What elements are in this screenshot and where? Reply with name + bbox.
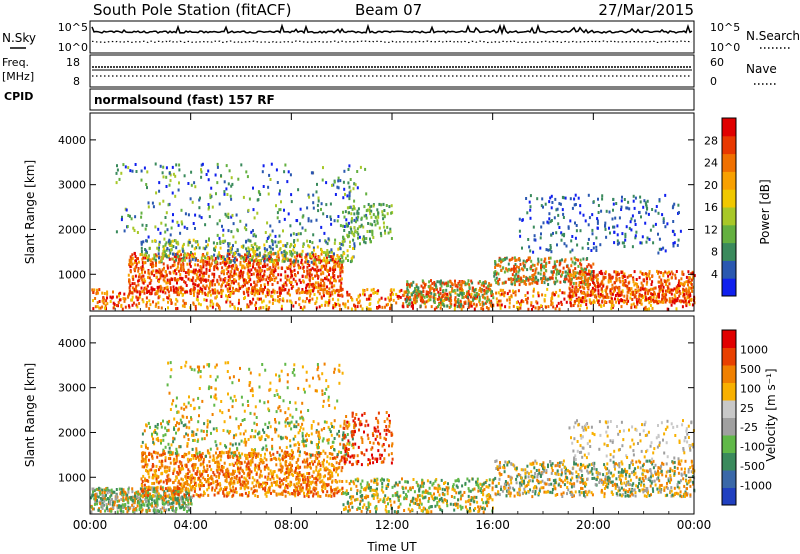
colorbar-swatch <box>722 189 736 208</box>
power-colorbar-tick: 16 <box>704 201 718 214</box>
power-ylabel: Slant Range [km] <box>23 160 37 264</box>
nsky-tick-top: 10^5 <box>58 21 88 34</box>
velocity-colorbar-tick: -1000 <box>740 480 772 493</box>
y-tick-label: 3000 <box>58 382 86 395</box>
colorbar-swatch <box>722 435 736 453</box>
velocity-colorbar-tick: 25 <box>740 402 754 415</box>
colorbar-swatch <box>722 207 736 226</box>
nsky-series <box>91 23 693 36</box>
velocity-y-axis: 1000 2000 3000 4000 <box>58 337 694 484</box>
time-axis-label: Time UT <box>366 540 417 554</box>
date-label: 27/Mar/2015 <box>598 1 694 19</box>
colorbar-swatch <box>722 242 736 261</box>
velocity-colorbar-tick: -500 <box>740 460 765 473</box>
colorbar-swatch <box>722 382 736 401</box>
x-tick-label: 08:00 <box>274 518 309 532</box>
nave-tick-bottom: 0 <box>710 75 717 88</box>
colorbar-swatch <box>722 365 736 383</box>
nsky-label: N.Sky <box>2 31 36 45</box>
y-tick-label: 4000 <box>58 337 86 350</box>
colorbar-swatch <box>722 487 736 506</box>
x-tick-label: 00:00 <box>73 518 108 532</box>
y-tick-label: 2000 <box>58 223 86 236</box>
power-colorbar-label: Power [dB] <box>758 179 772 244</box>
x-tick-label: 12:00 <box>375 518 410 532</box>
colorbar-swatch <box>722 153 736 172</box>
colorbar-swatch <box>722 400 736 418</box>
x-tick-label: 16:00 <box>475 518 510 532</box>
power-data-layer <box>91 162 696 311</box>
beam-label: Beam 07 <box>355 1 422 19</box>
nave-label: Nave <box>746 62 777 76</box>
freq-panel: Freq. [MHz] 18 8 60 0 Nave <box>2 54 777 88</box>
velocity-colorbar-label: Velocity [m s⁻¹] <box>764 368 778 461</box>
colorbar-swatch <box>722 347 736 366</box>
cpid-value: normalsound (fast) 157 RF <box>94 93 275 107</box>
y-tick-label: 3000 <box>58 179 86 192</box>
power-colorbar-tick: 20 <box>704 179 718 192</box>
x-tick-label: 04:00 <box>173 518 208 532</box>
power-colorbar-tick: 4 <box>711 268 718 281</box>
y-tick-label: 1000 <box>58 471 86 484</box>
nsearch-series <box>91 40 693 44</box>
colorbar-swatch <box>722 118 736 137</box>
cpid-label: CPID <box>4 90 33 103</box>
colorbar-swatch <box>722 470 736 488</box>
power-colorbar: 4 8 12 16 20 24 28 <box>704 117 737 297</box>
colorbar-swatch <box>722 330 736 348</box>
y-tick-label: 1000 <box>58 268 86 281</box>
power-colorbar-tick: 28 <box>704 134 718 147</box>
colorbar-swatch <box>722 171 736 190</box>
station-title: South Pole Station (fitACF) <box>93 1 291 19</box>
nsky-tick-bottom: 10^0 <box>58 41 88 54</box>
power-panel: 1000 2000 3000 4000 Slant Range [km] <box>23 112 696 312</box>
colorbar-swatch <box>722 260 736 279</box>
colorbar-swatch <box>722 224 736 244</box>
freq-unit: [MHz] <box>2 70 34 83</box>
velocity-colorbar-tick: 1000 <box>740 343 768 356</box>
nsearch-tick-top: 10^5 <box>710 21 740 34</box>
cpid-panel: CPID normalsound (fast) 157 RF <box>4 88 695 111</box>
colorbar-swatch <box>722 417 736 436</box>
freq-tick-top: 18 <box>66 56 80 69</box>
velocity-colorbar-tick: -25 <box>740 421 758 434</box>
velocity-x-axis: 00:00 04:00 08:00 12:00 16:00 20:00 00:00 <box>73 316 712 532</box>
velocity-colorbar-tick: 100 <box>740 382 761 395</box>
velocity-colorbar-tick: 500 <box>740 363 761 376</box>
nsearch-label: N.Search <box>746 29 800 43</box>
nsearch-tick-bottom: 10^0 <box>710 41 740 54</box>
power-x-ticks <box>89 113 695 311</box>
power-colorbar-tick: 24 <box>704 157 718 170</box>
y-tick-label: 2000 <box>58 426 86 439</box>
freq-label: Freq. <box>2 56 29 69</box>
power-y-axis: 1000 2000 3000 4000 <box>58 134 694 281</box>
y-tick-label: 4000 <box>58 134 86 147</box>
power-colorbar-tick: 8 <box>711 246 718 259</box>
x-tick-label: 00:00 <box>677 518 712 532</box>
colorbar-swatch <box>722 278 736 297</box>
velocity-colorbar: 1000 500 100 25 -25 -100 -500 -1000 <box>721 329 772 506</box>
x-tick-label: 20:00 <box>576 518 611 532</box>
velocity-ylabel: Slant Range [km] <box>23 363 37 467</box>
nsky-panel: N.Sky 10^5 10^0 10^5 10^0 N.Search <box>2 20 800 54</box>
colorbar-swatch <box>722 452 736 471</box>
velocity-data-layer <box>90 360 696 514</box>
nave-tick-top: 60 <box>710 56 724 69</box>
velocity-colorbar-tick: -100 <box>740 441 765 454</box>
freq-tick-bottom: 8 <box>73 75 80 88</box>
colorbar-swatch <box>722 135 736 155</box>
power-colorbar-tick: 12 <box>704 223 718 236</box>
